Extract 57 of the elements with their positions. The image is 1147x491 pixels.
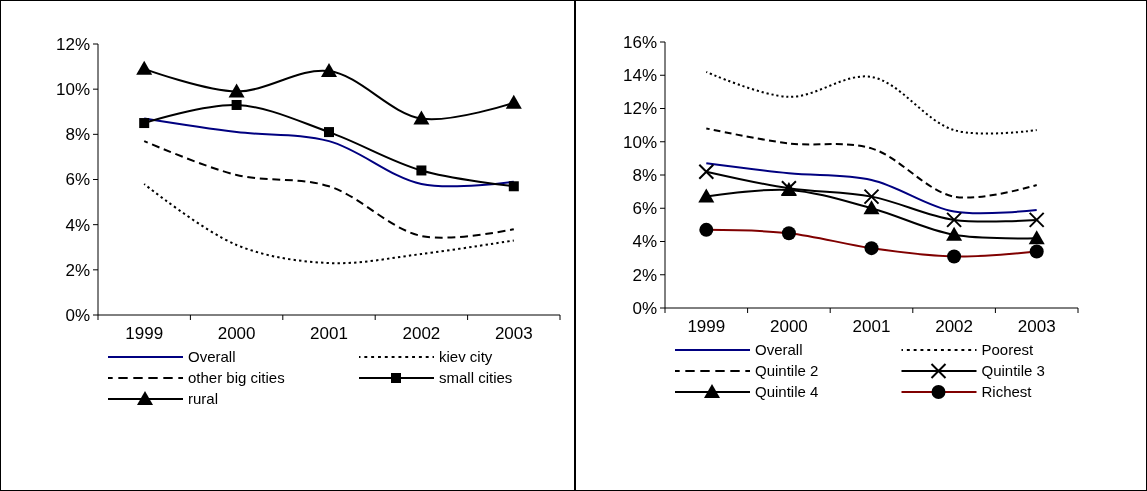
x-tick-label: 2002: [402, 324, 441, 343]
y-tick-label: 0%: [632, 298, 657, 318]
legend-label: kiev city: [439, 348, 493, 366]
point: [136, 60, 153, 75]
point: [863, 188, 880, 205]
x-tick-label: 2003: [494, 324, 533, 343]
y-tick-label: 8%: [65, 125, 90, 145]
x-tick-label: 2002: [935, 317, 974, 336]
y-tick-label: 16%: [622, 32, 657, 52]
legend-label: Overall: [755, 341, 803, 359]
point: [324, 127, 334, 138]
y-tick-label: 0%: [65, 305, 90, 325]
y-tick-label: 10%: [622, 132, 657, 152]
y-tick-label: 2%: [65, 260, 90, 280]
point: [946, 211, 963, 228]
legend-label: Quintile 3: [981, 362, 1045, 380]
point: [698, 188, 715, 203]
legend-label: rural: [188, 390, 219, 408]
legend-label: Overall: [188, 348, 236, 366]
point: [228, 83, 245, 98]
legend-label: Quintile 4: [755, 383, 819, 401]
legend-label: Quintile 2: [755, 362, 819, 380]
y-tick-label: 6%: [65, 170, 90, 190]
y-tick-label: 4%: [65, 215, 90, 235]
point: [1028, 211, 1045, 228]
point: [863, 200, 880, 215]
line-series: [143, 183, 515, 265]
legend-label: Poorest: [981, 341, 1035, 359]
y-tick-label: 2%: [632, 265, 657, 285]
x-tick-label: 1999: [687, 317, 726, 336]
y-tick-label: 10%: [55, 80, 90, 100]
point: [946, 226, 963, 241]
y-tick-label: 12%: [622, 99, 657, 119]
point: [321, 63, 337, 78]
x-tick-label: 2001: [310, 324, 348, 343]
y-tick-label: 8%: [632, 165, 657, 185]
point: [508, 181, 519, 192]
y-tick-label: 14%: [622, 66, 657, 86]
point: [505, 94, 522, 109]
x-tick-label: 2000: [217, 324, 256, 343]
legend-label: other big cities: [188, 369, 285, 387]
point: [139, 118, 150, 129]
point: [698, 163, 715, 180]
y-tick-label: 12%: [55, 34, 90, 54]
y-tick-label: 4%: [632, 232, 657, 252]
point: [413, 110, 430, 125]
x-tick-label: 1999: [125, 324, 164, 343]
legend-label: small cities: [439, 369, 513, 387]
x-tick-label: 2000: [769, 317, 808, 336]
line-series: [705, 127, 1038, 199]
x-tick-label: 2003: [1017, 317, 1056, 336]
point: [231, 99, 242, 110]
point: [416, 165, 427, 176]
point: [1028, 230, 1045, 245]
legend-label: Richest: [981, 383, 1033, 401]
y-tick-label: 6%: [632, 199, 657, 219]
x-tick-label: 2001: [852, 317, 891, 336]
